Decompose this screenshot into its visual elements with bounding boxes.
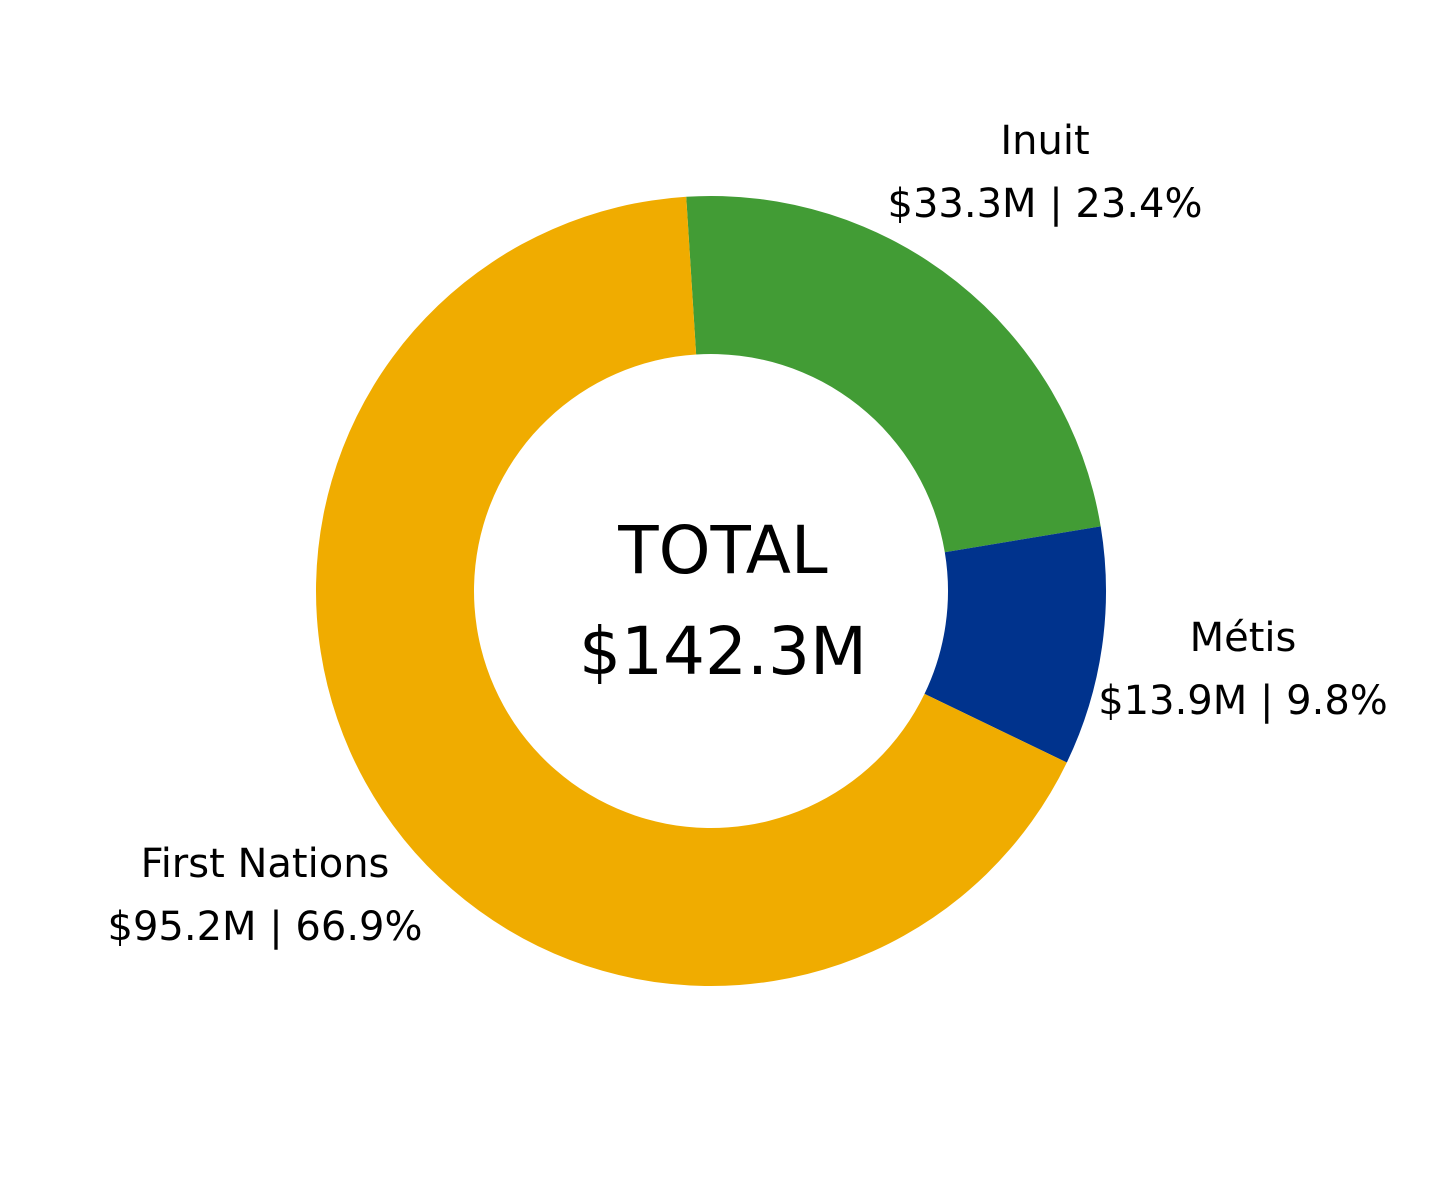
center-label-title: TOTAL	[617, 512, 828, 589]
slice-inuit	[686, 196, 1101, 553]
center-label-total: $142.3M	[579, 613, 867, 690]
slice-first-nations	[316, 196, 1067, 987]
slice-label-first-nations-value: $95.2M | 66.9%	[108, 904, 423, 950]
slice-metis	[924, 526, 1106, 763]
slice-label-first-nations-name: First Nations	[141, 841, 390, 887]
slice-label-metis-value: $13.9M | 9.8%	[1098, 678, 1388, 724]
slices	[316, 196, 1106, 987]
slice-label-inuit-value: $33.3M | 23.4%	[888, 181, 1203, 227]
slice-label-inuit-name: Inuit	[1000, 118, 1089, 164]
slice-label-metis-name: Métis	[1190, 615, 1297, 661]
